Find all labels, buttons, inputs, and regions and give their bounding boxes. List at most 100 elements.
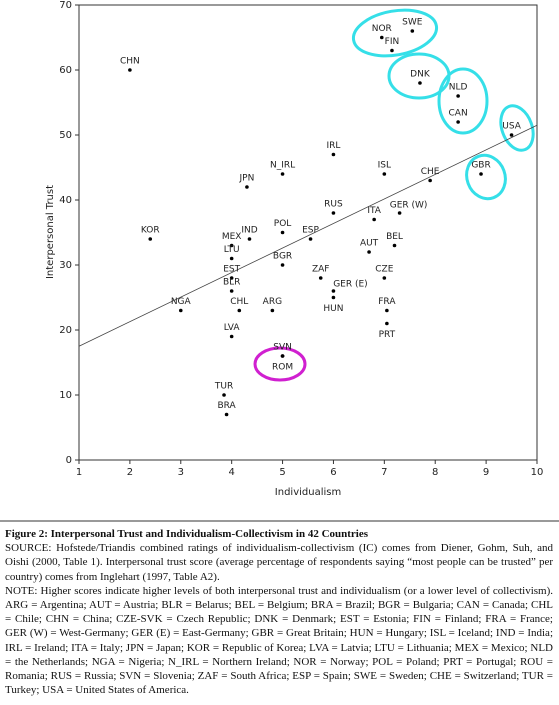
y-tick-label: 70	[59, 0, 72, 11]
point-label: IND	[241, 226, 257, 236]
plot-frame	[78, 4, 538, 461]
point	[308, 237, 313, 241]
point	[128, 68, 132, 72]
point-label: FIN	[385, 37, 400, 47]
point	[222, 393, 226, 397]
highlight-circles	[351, 8, 535, 201]
point	[509, 133, 514, 137]
point	[178, 308, 183, 313]
point-label: EST	[223, 265, 240, 275]
trend-line	[78, 124, 538, 347]
point	[331, 211, 336, 215]
point-label: HUN	[323, 304, 343, 314]
x-tick-label: 2	[127, 467, 133, 478]
point	[229, 243, 234, 248]
x-tick-label: 3	[178, 467, 184, 478]
point-label: MEX	[222, 232, 242, 242]
point	[148, 237, 153, 241]
point	[382, 276, 387, 280]
y-tick-label: 20	[59, 325, 72, 336]
x-tick-label: 9	[483, 467, 489, 478]
caption: Figure 2: Interpersonal Trust and Indivi…	[5, 527, 553, 697]
y-tick-label: 10	[59, 390, 72, 401]
point	[382, 172, 387, 176]
y-tick-label: 40	[59, 195, 72, 206]
x-tick-label: 10	[531, 467, 544, 478]
x-tick-label: 6	[330, 467, 336, 478]
y-tick-label: 0	[66, 455, 72, 466]
point	[385, 308, 389, 313]
point-label: ARG	[263, 297, 282, 307]
point-label: CHN	[120, 57, 140, 67]
x-tick-label: 7	[381, 467, 387, 478]
point	[229, 276, 234, 280]
point-label: KOR	[141, 226, 160, 236]
highlight-circle	[437, 67, 489, 135]
point-label: BLR	[223, 278, 240, 288]
caption-source: SOURCE: Hofstede/Triandis combined ratin…	[5, 542, 553, 583]
point	[331, 295, 336, 300]
point	[331, 152, 336, 157]
point	[270, 308, 275, 313]
y-tick-label: 60	[59, 65, 72, 76]
point-label: ZAF	[312, 265, 330, 275]
x-tick-label: 5	[279, 467, 285, 478]
chart: Individualism Interpersonal Trust 1 2 3 4 5 6…	[0, 0, 559, 522]
point-label: NGA	[171, 297, 192, 307]
point-label: CHL	[230, 297, 248, 307]
highlight-circle	[351, 8, 439, 58]
point-label: BRA	[217, 401, 236, 411]
point-label: IRL	[326, 141, 340, 151]
x-axis-label: Individualism	[275, 487, 341, 498]
point-label: ESP	[302, 226, 319, 236]
point	[456, 120, 460, 124]
point-label: SVN	[273, 343, 292, 353]
point-label: SWE	[402, 18, 423, 28]
point	[479, 172, 483, 176]
point	[331, 289, 336, 293]
point	[245, 185, 249, 189]
point	[428, 178, 432, 183]
y-tick-label: 50	[59, 130, 72, 141]
point-label: TUR	[214, 382, 233, 392]
point-label: GER (E)	[333, 280, 367, 290]
y-axis-label: Interpersonal Trust	[45, 185, 56, 279]
point-label: POL	[274, 219, 292, 229]
point-label: CAN	[449, 109, 468, 119]
point-label: GBR	[471, 161, 490, 171]
point-label: N_IRL	[270, 161, 295, 171]
point	[379, 35, 384, 40]
point	[318, 276, 323, 280]
point	[280, 172, 285, 176]
point	[392, 243, 397, 248]
y-tick-label: 30	[59, 260, 72, 271]
point-label: LTU	[224, 245, 240, 255]
point	[229, 289, 234, 293]
point	[229, 334, 234, 339]
point	[410, 29, 415, 33]
highlight-circle	[465, 153, 507, 201]
point	[224, 412, 229, 417]
point-label: ISL	[378, 161, 391, 171]
point	[456, 94, 460, 98]
point-label: AUT	[360, 239, 379, 249]
point-label: BEL	[386, 232, 403, 242]
point-label: BGR	[273, 252, 292, 262]
point	[385, 321, 389, 326]
point	[418, 81, 422, 85]
point-label: NLD	[449, 83, 468, 93]
caption-note: NOTE: Higher scores indicate higher leve…	[5, 584, 553, 697]
point	[397, 211, 402, 215]
x-tick-label: 1	[76, 467, 82, 478]
point-label: JPN	[239, 174, 255, 184]
caption-title: Figure 2: Interpersonal Trust and Indivi…	[5, 528, 369, 540]
x-tick-label: 8	[432, 467, 438, 478]
point-label: NOR	[372, 24, 392, 34]
point-label: ITA	[367, 206, 381, 216]
point	[247, 237, 252, 241]
point-label: ROM	[272, 363, 293, 373]
point-label: USA	[502, 122, 521, 132]
point	[390, 48, 394, 53]
point-label: LVA	[224, 323, 241, 333]
